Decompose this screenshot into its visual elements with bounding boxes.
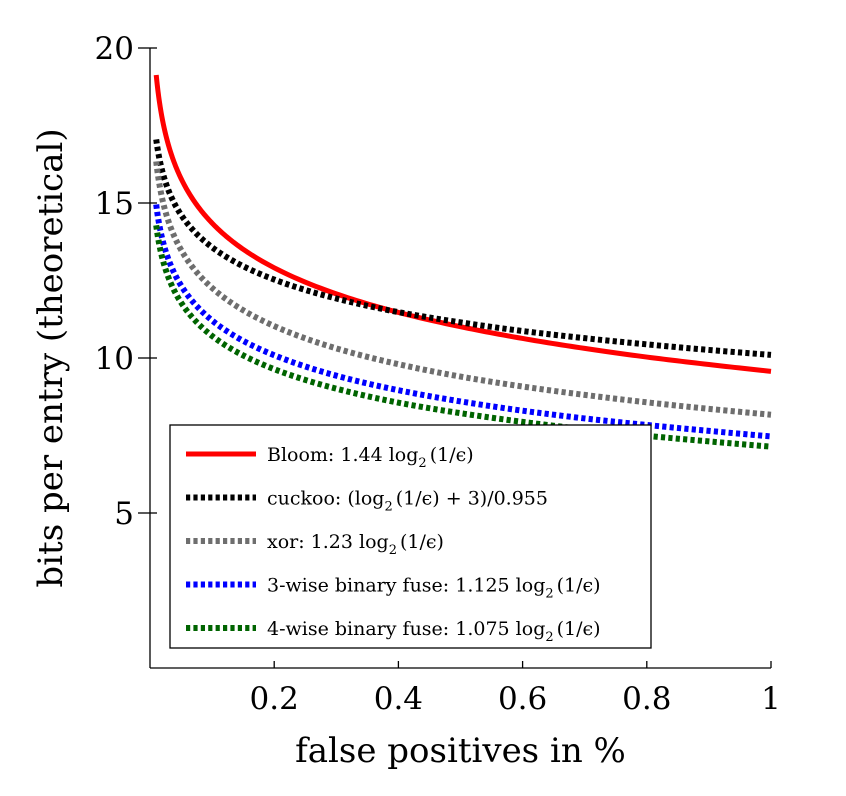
series-line-cuckoo	[153, 138, 772, 358]
x-tick-label: 0.4	[374, 681, 423, 717]
x-tick-label: 1	[761, 681, 781, 717]
legend-label: Bloom: 1.44 log2 (1/ϵ)	[267, 444, 474, 471]
legend-label: 4-wise binary fuse: 1.075 log2 (1/ϵ)	[267, 618, 601, 645]
legend-label-subscript: 2	[418, 456, 426, 471]
legend-label-main: 3-wise binary fuse: 1.125 log	[267, 575, 545, 597]
legend-label-suffix: (1/ϵ)	[557, 618, 601, 640]
series-line-4-wise-binary-fuse	[153, 224, 772, 450]
y-tick-label: 15	[95, 186, 134, 222]
series-group	[153, 74, 772, 450]
legend-box	[169, 424, 652, 649]
legend-label-suffix: (1/ϵ) + 3)/0.955	[396, 488, 548, 510]
legend-label-subscript: 2	[545, 630, 553, 645]
series-line-bloom	[153, 74, 772, 374]
legend-label: 3-wise binary fuse: 1.125 log2 (1/ϵ)	[267, 575, 601, 602]
x-tick-label: 0.8	[622, 681, 671, 717]
series-line-3-wise-binary-fuse	[153, 204, 772, 440]
series-line-xor	[153, 161, 772, 418]
legend: Bloom: 1.44 log2 (1/ϵ)cuckoo: (log2 (1/ϵ) …	[169, 424, 652, 649]
legend-label: xor: 1.23 log2 (1/ϵ)	[267, 531, 444, 558]
legend-label-main: cuckoo: (log	[267, 488, 384, 510]
legend-label-subscript: 2	[389, 543, 397, 558]
y-axis-title: bits per entry (theoretical)	[31, 128, 71, 587]
x-axis-title: false positives in %	[295, 731, 626, 771]
legend-label-main: xor: 1.23 log	[267, 531, 389, 553]
x-tick-label: 0.2	[250, 681, 299, 717]
legend-label-main: 4-wise binary fuse: 1.075 log	[267, 618, 545, 640]
legend-label-main: Bloom: 1.44 log	[267, 444, 418, 466]
legend-label-suffix: (1/ϵ)	[430, 444, 474, 466]
legend-label-suffix: (1/ϵ)	[400, 531, 444, 553]
y-tick-label: 5	[114, 496, 134, 532]
legend-label: cuckoo: (log2 (1/ϵ) + 3)/0.955	[267, 488, 548, 515]
y-tick-label: 10	[95, 341, 134, 377]
legend-label-suffix: (1/ϵ)	[557, 575, 601, 597]
legend-label-subscript: 2	[384, 500, 392, 515]
x-tick-label: 0.6	[498, 681, 547, 717]
legend-label-subscript: 2	[545, 587, 553, 602]
y-tick-label: 20	[95, 31, 134, 67]
